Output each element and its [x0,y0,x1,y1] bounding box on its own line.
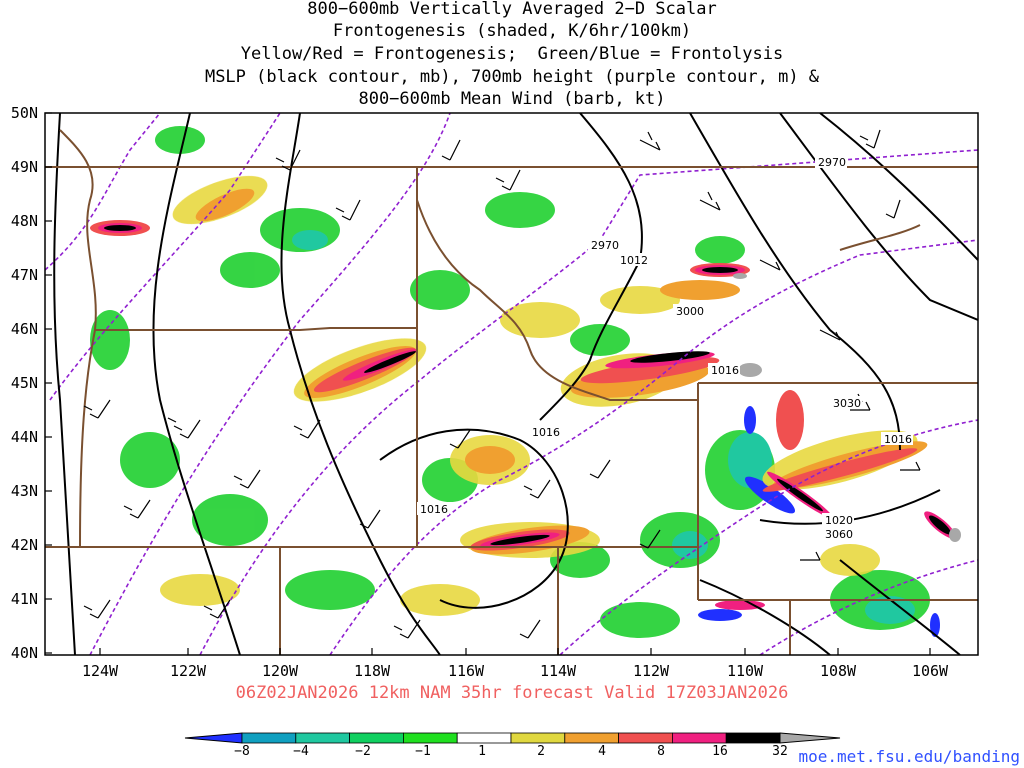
lat-label: 50N [10,104,38,122]
height-label-3030: 3030 [830,396,862,410]
frontogenesis-gray-areas [733,273,961,542]
mslp-label-text: 1016 [711,364,739,377]
lat-label: 49N [10,158,38,176]
height-label-3060: 3060 [822,527,854,541]
colorbar [184,732,841,744]
frontogenesis-black-areas [104,225,952,546]
colorbar-segment [725,732,781,744]
mslp-label-1012: 1012 [617,253,649,267]
colorbar-segment [402,732,458,744]
colorbar-segment [618,732,673,744]
colorbar-arrow-low [184,732,243,744]
height-label-3000: 3000 [673,304,705,318]
mslp-label-1016-d: 1016 [881,432,913,446]
title-line-4: MSLP (black contour, mb), 700mb height (… [204,67,820,87]
mslp-label-text: 1012 [620,254,648,267]
colorbar-label: 1 [478,744,486,759]
title-line-1: 800−600mb Vertically Averaged 2−D Scalar [307,0,717,19]
lon-label: 122W [169,662,207,680]
height-label-2970-a: 2970 [815,155,847,169]
colorbar-segment [295,732,350,744]
height-contours [45,113,978,655]
contour-labels: 1012 1016 1016 1016 1016 1020 2970 2970 [417,155,913,541]
lat-label: 47N [10,266,38,284]
mslp-contours [53,113,978,655]
height-label-2970-b: 2970 [588,238,620,252]
lon-label: 112W [632,662,670,680]
height-label-text: 3060 [825,528,853,541]
colorbar-segment [672,732,727,744]
title-line-3: Yellow/Red = Frontogenesis; Green/Blue =… [240,44,784,64]
colorbar-label: 32 [772,744,788,759]
colorbar-segment [349,732,404,744]
colorbar-segment [456,732,512,744]
mslp-label-text: 1016 [420,503,448,516]
lon-label: 108W [819,662,857,680]
lon-label: 106W [911,662,949,680]
lon-label: 116W [447,662,485,680]
lat-label: 41N [10,590,38,608]
height-label-text: 3000 [676,305,704,318]
mslp-label-text: 1016 [884,433,912,446]
axis-ticks [45,112,931,655]
lat-label: 45N [10,374,38,392]
colorbar-label: 16 [712,744,728,759]
mslp-label-1016-b: 1016 [529,425,561,439]
colorbar-label: −4 [293,744,309,759]
colorbar-label: 4 [598,744,606,759]
map-frame [44,112,979,656]
lat-label: 46N [10,320,38,338]
mslp-label-1016-c: 1016 [417,502,449,516]
lon-label: 120W [261,662,299,680]
forecast-valid-line: 06Z02JAN2026 12km NAM 35hr forecast Vali… [235,683,789,703]
colorbar-label: −8 [234,744,250,759]
colorbar-label: −2 [355,744,371,759]
colorbar-label: 2 [537,744,545,759]
height-label-text: 2970 [591,239,619,252]
lat-label: 48N [10,212,38,230]
lat-label: 44N [10,428,38,446]
title-line-5: 800−600mb Mean Wind (barb, kt) [358,89,666,109]
lat-label: 42N [10,536,38,554]
lon-label: 118W [353,662,391,680]
title-line-2: Frontogenesis (shaded, K/6hr/100km) [332,21,692,41]
wind-barbs [83,129,921,639]
colorbar-segment [241,732,297,744]
mslp-label-text: 1016 [532,426,560,439]
colorbar-arrow-high [779,732,841,744]
mslp-label-text: 1020 [825,514,853,527]
frontolysis-teal-areas [292,230,915,624]
colorbar-label: −1 [415,744,431,759]
lon-label: 114W [539,662,577,680]
height-label-text: 3030 [833,397,861,410]
lon-label: 124W [81,662,119,680]
frontolysis-blue-areas [698,406,940,637]
height-label-text: 2970 [818,156,846,169]
lat-label: 40N [10,644,38,662]
mslp-label-1016-a: 1016 [708,363,740,377]
lat-label: 43N [10,482,38,500]
colorbar-segment [564,732,619,744]
colorbar-segment [510,732,566,744]
colorbar-label: 8 [657,744,665,759]
lon-label: 110W [726,662,764,680]
mslp-label-1020: 1020 [822,513,854,527]
credit-url: moe.met.fsu.edu/banding [798,747,1020,766]
